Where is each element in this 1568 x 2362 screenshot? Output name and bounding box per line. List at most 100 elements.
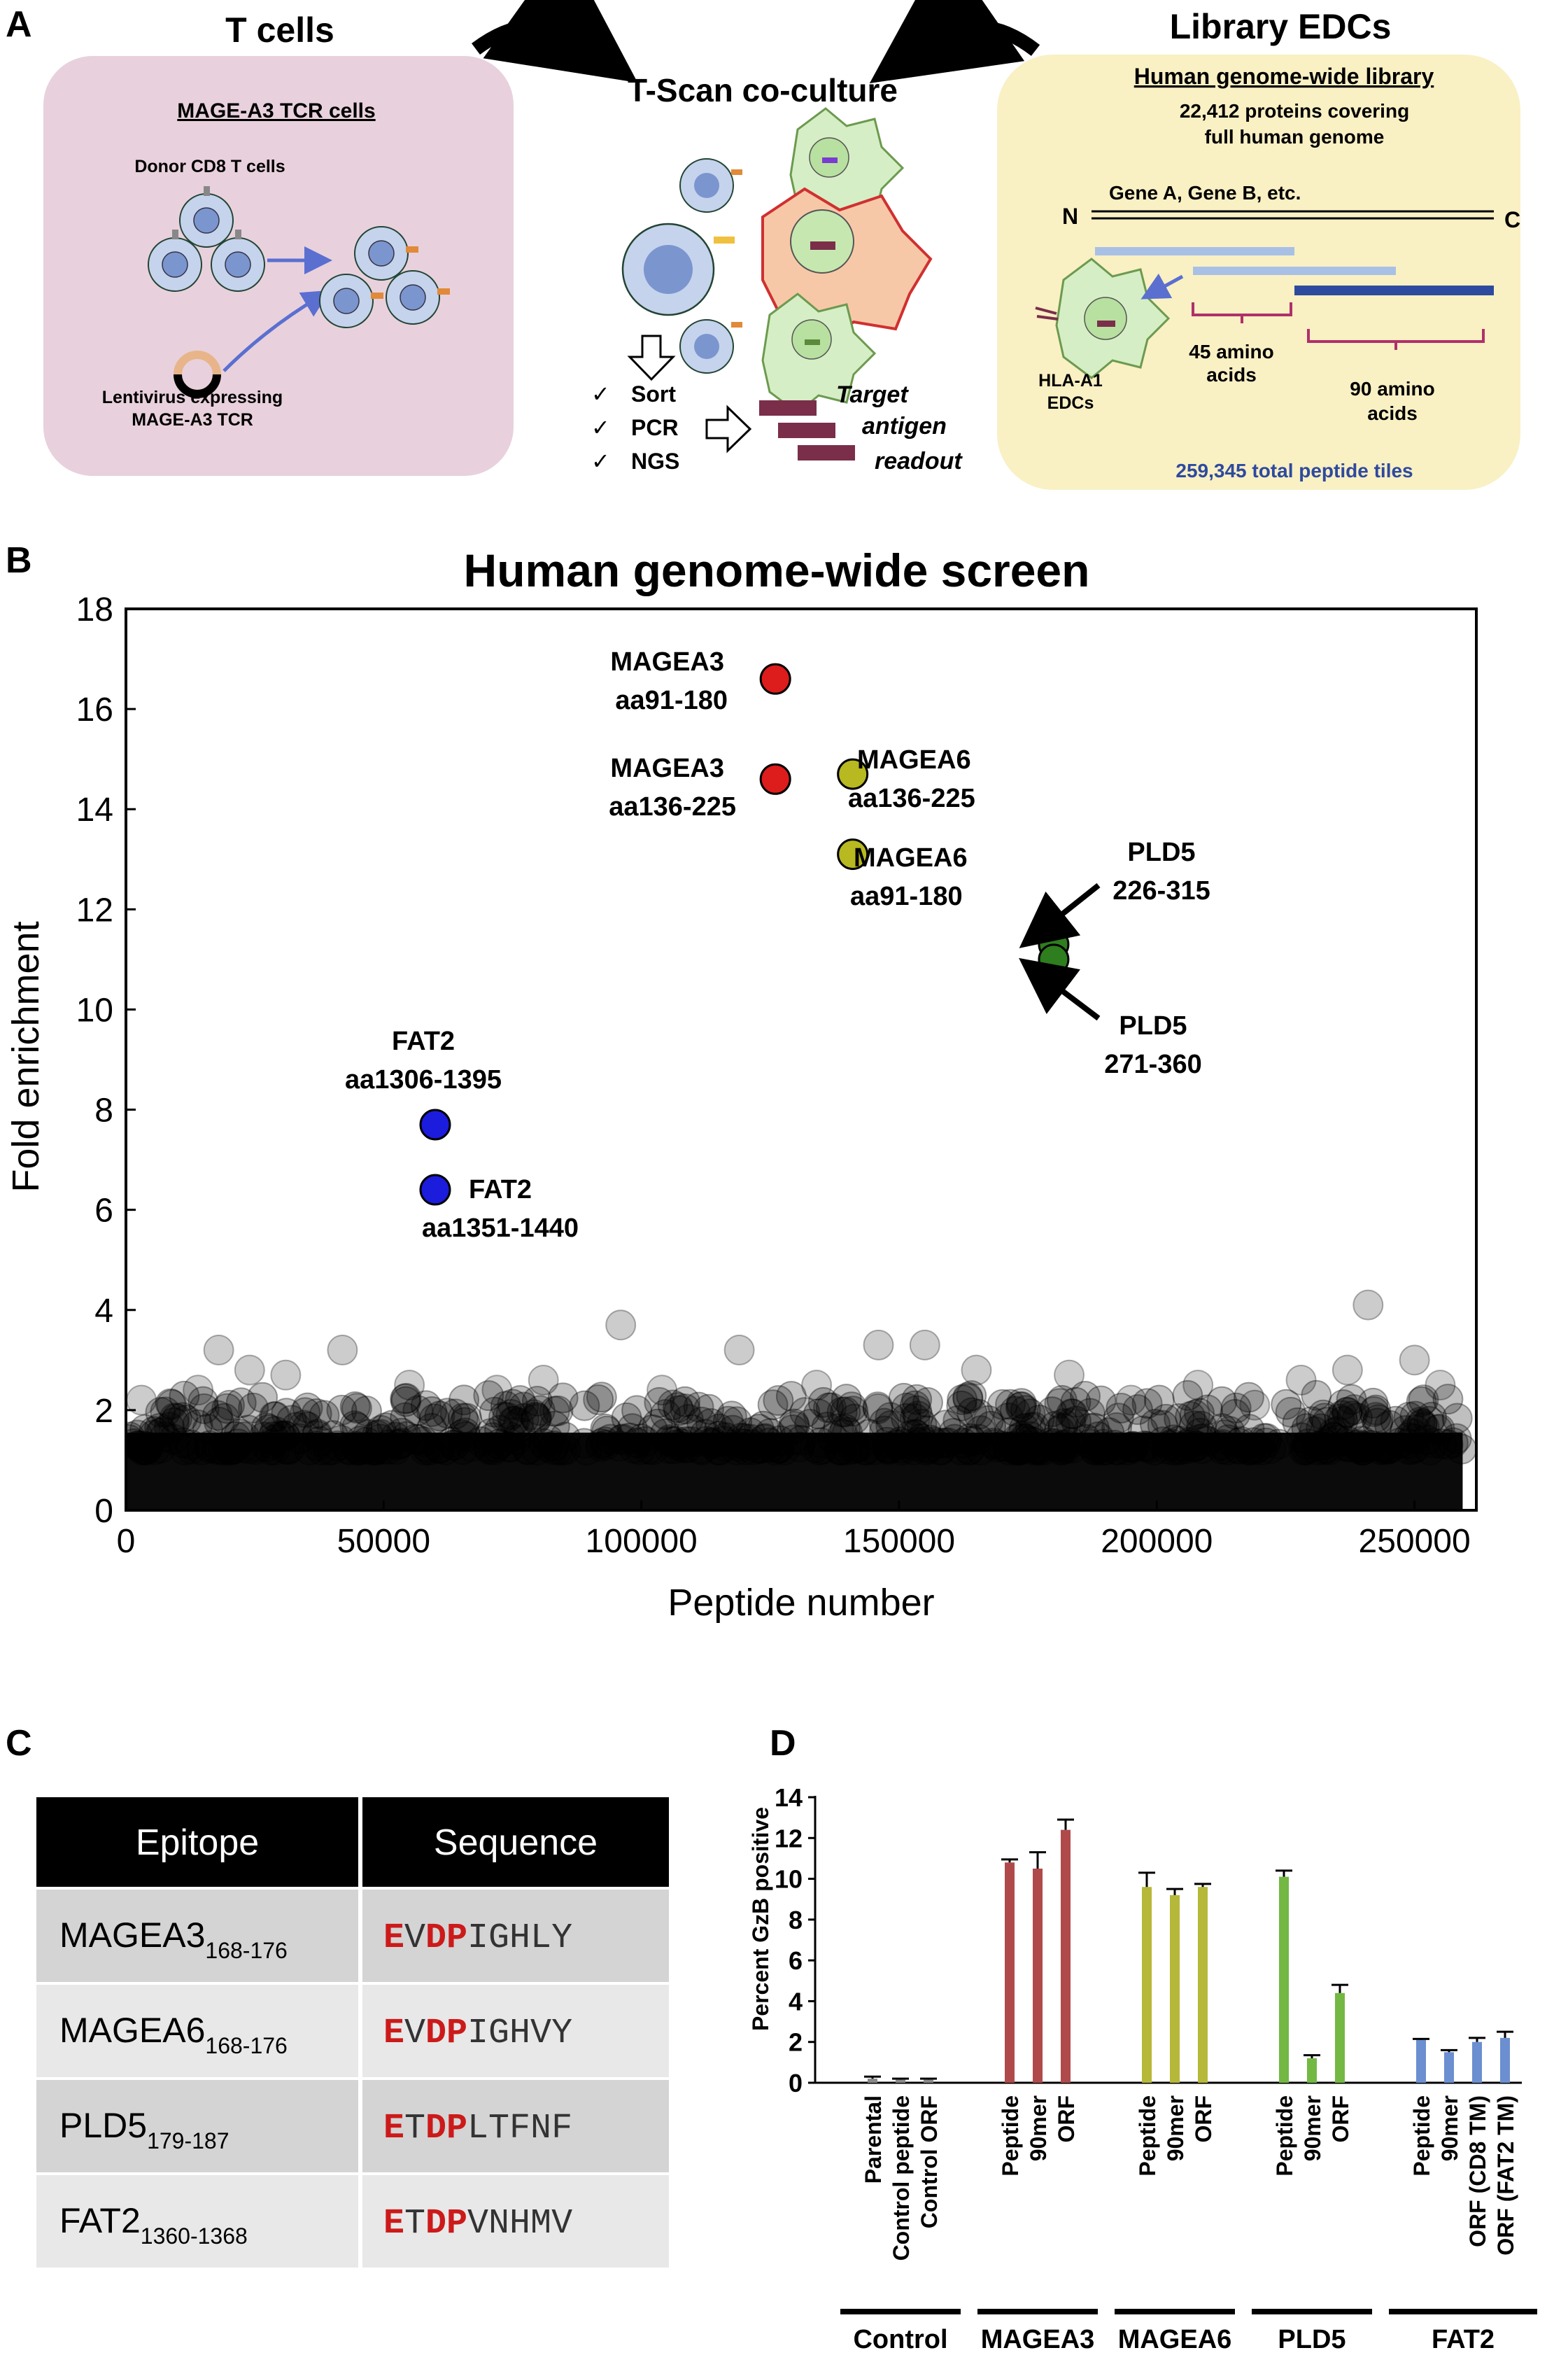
label-fat2-b-name: FAT2 (469, 1175, 532, 1204)
background-peptide-point (1357, 1387, 1389, 1419)
background-peptide-point (907, 1426, 938, 1458)
background-peptide-point (912, 1432, 943, 1463)
background-peptide-point (901, 1395, 933, 1426)
background-peptide-point (1187, 1423, 1219, 1455)
background-peptide-point (493, 1431, 524, 1463)
background-peptide-point (712, 1405, 744, 1437)
label-magea6-b-name: MAGEA6 (854, 843, 968, 873)
background-peptide-point (451, 1403, 482, 1434)
background-peptide-point (910, 1415, 942, 1447)
background-peptide-point (1206, 1386, 1238, 1417)
background-peptide-point (947, 1428, 979, 1459)
background-peptide-point (1397, 1423, 1429, 1454)
background-peptide-point (225, 1387, 257, 1419)
background-peptide-point (448, 1384, 480, 1416)
background-peptide-point (899, 1390, 931, 1421)
background-peptide-point (1044, 1388, 1075, 1419)
background-peptide-point (1082, 1432, 1113, 1463)
background-peptide-point (276, 1405, 307, 1436)
background-peptide-point (683, 1391, 714, 1423)
background-peptide-point (1074, 1398, 1106, 1429)
background-peptide-point (1346, 1435, 1378, 1466)
label-magea3-b-name: MAGEA3 (610, 754, 724, 783)
background-peptide-point (735, 1417, 766, 1449)
bar-label: Parental (861, 2095, 886, 2184)
background-peptide-point (138, 1416, 169, 1447)
background-peptide-point (1365, 1434, 1397, 1465)
background-peptide-point (306, 1435, 337, 1466)
background-peptide-point (269, 1420, 301, 1451)
highlight-point-fat2 (419, 1174, 451, 1206)
background-peptide-point (208, 1435, 239, 1466)
background-peptide-point (1399, 1400, 1431, 1432)
background-peptide-point (251, 1431, 283, 1463)
background-peptide-point (1005, 1434, 1036, 1465)
epitope-name: MAGEA3168-176 (59, 1915, 288, 1963)
background-peptide-point (939, 1423, 970, 1455)
background-peptide-point (537, 1434, 568, 1465)
background-peptide-point (155, 1388, 186, 1419)
background-peptide-point (1184, 1423, 1215, 1455)
background-peptide-point (266, 1421, 297, 1452)
label-fat2-b-range: aa1351-1440 (422, 1214, 579, 1243)
background-peptide-point (1311, 1407, 1343, 1438)
background-peptide-point (1015, 1421, 1046, 1452)
n-terminus-label: N (1062, 204, 1078, 229)
background-peptide-point (626, 1423, 657, 1455)
background-peptide-point (624, 1434, 656, 1465)
background-peptide-point (729, 1423, 761, 1454)
background-peptide-point (1222, 1433, 1253, 1464)
background-peptide-point (473, 1432, 504, 1463)
label-magea6-a-range: aa136-225 (848, 784, 975, 813)
background-peptide-point (1397, 1434, 1428, 1465)
background-peptide-point (274, 1433, 306, 1464)
background-peptide-point (999, 1396, 1031, 1427)
step-pcr: PCR (631, 415, 679, 440)
chart-d-bars: Parental Control peptide Control ORF Peptid… (861, 1818, 1518, 2261)
background-peptide-point (1082, 1434, 1114, 1465)
background-peptide-point (607, 1423, 639, 1455)
background-peptide-point (508, 1391, 539, 1423)
background-peptide-point (585, 1430, 616, 1462)
background-peptide-point (621, 1427, 653, 1458)
background-peptide-point (128, 1434, 160, 1465)
background-peptide-point (817, 1422, 849, 1454)
background-peptide-point (1157, 1435, 1188, 1466)
background-peptide-point (1022, 1434, 1053, 1465)
background-peptide-point (1318, 1417, 1349, 1449)
epitope-cell (36, 1985, 358, 2077)
background-peptide-point (127, 1434, 158, 1465)
chart-d-y-tick-label: 14 (775, 1783, 803, 1812)
background-peptide-point (807, 1433, 838, 1465)
background-peptide-point (1192, 1394, 1223, 1426)
background-peptide-point (868, 1407, 900, 1439)
background-peptide-point (1324, 1403, 1355, 1435)
background-peptide-point (355, 1434, 387, 1465)
panel-label-a: A (6, 4, 32, 45)
background-peptide-point (942, 1405, 974, 1436)
background-peptide-point (1424, 1413, 1455, 1444)
background-peptide-point (131, 1435, 162, 1466)
background-peptide-point (256, 1428, 288, 1460)
highlight-point-pld5 (1038, 943, 1070, 976)
sequence-cell (362, 1985, 669, 2077)
background-outlier-point (801, 1370, 833, 1401)
background-peptide-point (521, 1435, 553, 1466)
edc-label-line1: HLA-A1 (1038, 371, 1103, 391)
background-peptide-point (956, 1426, 988, 1457)
background-peptide-point (539, 1396, 570, 1427)
background-peptide-point (1360, 1394, 1392, 1426)
background-peptide-point (1090, 1431, 1122, 1463)
background-peptide-point (807, 1386, 839, 1418)
background-peptide-point (273, 1434, 304, 1465)
background-peptide-point (1168, 1430, 1200, 1462)
background-peptide-point (1339, 1394, 1370, 1426)
label-magea3-a-name: MAGEA3 (610, 647, 724, 677)
background-peptide-point (1103, 1403, 1134, 1434)
background-peptide-point (906, 1408, 938, 1440)
background-peptide-point (956, 1380, 987, 1412)
background-peptide-point (439, 1398, 471, 1430)
bar-pld5 (1279, 1876, 1289, 2083)
background-peptide-point (993, 1402, 1024, 1433)
background-peptide-point (926, 1434, 957, 1465)
